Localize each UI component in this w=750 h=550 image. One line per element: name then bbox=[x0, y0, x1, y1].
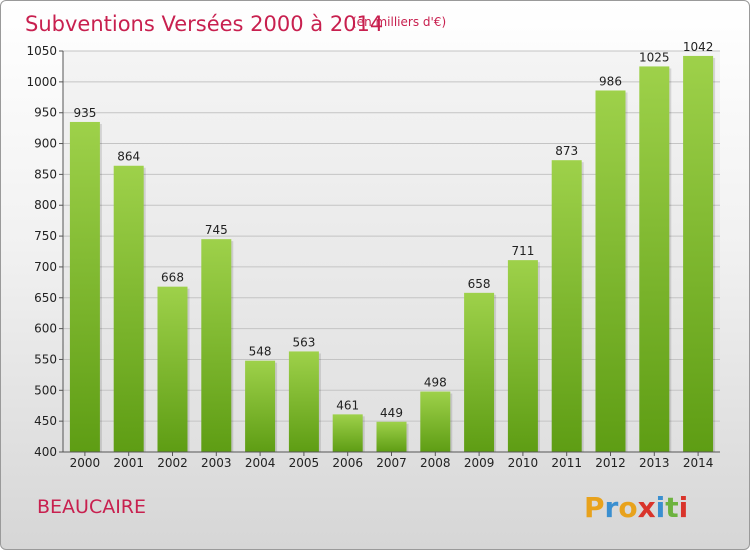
data-label: 548 bbox=[249, 345, 272, 359]
data-label: 1025 bbox=[639, 50, 670, 64]
bar bbox=[288, 351, 319, 452]
bar bbox=[245, 360, 276, 452]
y-tick-label: 750 bbox=[34, 229, 57, 243]
brand-letter: r bbox=[605, 491, 619, 524]
y-tick-label: 600 bbox=[34, 322, 57, 336]
x-tick-label: 2008 bbox=[420, 456, 451, 470]
bar bbox=[113, 165, 144, 453]
chart-title: Subventions Versées 2000 à 2014 bbox=[25, 12, 383, 36]
bar bbox=[69, 121, 100, 452]
x-tick-label: 2010 bbox=[508, 456, 539, 470]
city-label: BEAUCAIRE bbox=[37, 496, 146, 518]
y-tick-label: 850 bbox=[34, 167, 57, 181]
bar bbox=[507, 260, 538, 452]
brand-letter: i bbox=[656, 491, 666, 524]
y-tick-label: 650 bbox=[34, 291, 57, 305]
x-tick-label: 2011 bbox=[551, 456, 582, 470]
data-label: 873 bbox=[555, 144, 578, 158]
bar bbox=[376, 421, 407, 452]
bar bbox=[683, 55, 714, 452]
data-label: 711 bbox=[511, 244, 534, 258]
y-tick-label: 900 bbox=[34, 137, 57, 151]
data-label: 498 bbox=[424, 376, 447, 390]
x-tick-label: 2007 bbox=[376, 456, 407, 470]
chart-subtitle: (en milliers d'€) bbox=[352, 15, 446, 29]
bar bbox=[595, 90, 626, 452]
data-label: 986 bbox=[599, 74, 622, 88]
y-tick-label: 800 bbox=[34, 198, 57, 212]
x-tick-label: 2006 bbox=[332, 456, 363, 470]
data-label: 658 bbox=[468, 277, 491, 291]
x-tick-label: 2002 bbox=[157, 456, 188, 470]
x-tick-label: 2004 bbox=[245, 456, 276, 470]
x-tick-label: 2013 bbox=[639, 456, 670, 470]
bar bbox=[464, 292, 495, 452]
bar bbox=[551, 160, 582, 453]
x-tick-label: 2000 bbox=[70, 456, 101, 470]
y-tick-label: 400 bbox=[34, 445, 57, 459]
x-tick-label: 2003 bbox=[201, 456, 232, 470]
data-label: 668 bbox=[161, 271, 184, 285]
y-tick-label: 950 bbox=[34, 106, 57, 120]
brand-letter: t bbox=[665, 491, 678, 524]
y-tick-label: 700 bbox=[34, 260, 57, 274]
x-tick-label: 2009 bbox=[464, 456, 495, 470]
data-label: 935 bbox=[73, 106, 96, 120]
x-tick-label: 2001 bbox=[113, 456, 144, 470]
bar bbox=[420, 391, 451, 452]
y-tick-label: 500 bbox=[34, 383, 57, 397]
x-tick-label: 2012 bbox=[595, 456, 626, 470]
bar bbox=[157, 286, 188, 452]
data-label: 1042 bbox=[683, 40, 714, 54]
bar bbox=[639, 66, 670, 452]
x-tick-label: 2014 bbox=[683, 456, 714, 470]
y-tick-label: 450 bbox=[34, 414, 57, 428]
x-tick-label: 2005 bbox=[289, 456, 320, 470]
brand-logo: Proxiti bbox=[584, 491, 688, 524]
brand-letter: x bbox=[638, 491, 656, 524]
brand-letter: P bbox=[584, 491, 605, 524]
brand-letter: i bbox=[679, 491, 689, 524]
y-tick-label: 1000 bbox=[26, 75, 57, 89]
y-tick-label: 550 bbox=[34, 352, 57, 366]
y-tick-label: 1050 bbox=[26, 44, 57, 58]
brand-letter: o bbox=[618, 491, 637, 524]
bar bbox=[201, 239, 232, 452]
data-label: 461 bbox=[336, 398, 359, 412]
data-label: 864 bbox=[117, 150, 140, 164]
data-label: 563 bbox=[292, 335, 315, 349]
bar bbox=[332, 414, 363, 452]
data-label: 449 bbox=[380, 406, 403, 420]
data-label: 745 bbox=[205, 223, 228, 237]
